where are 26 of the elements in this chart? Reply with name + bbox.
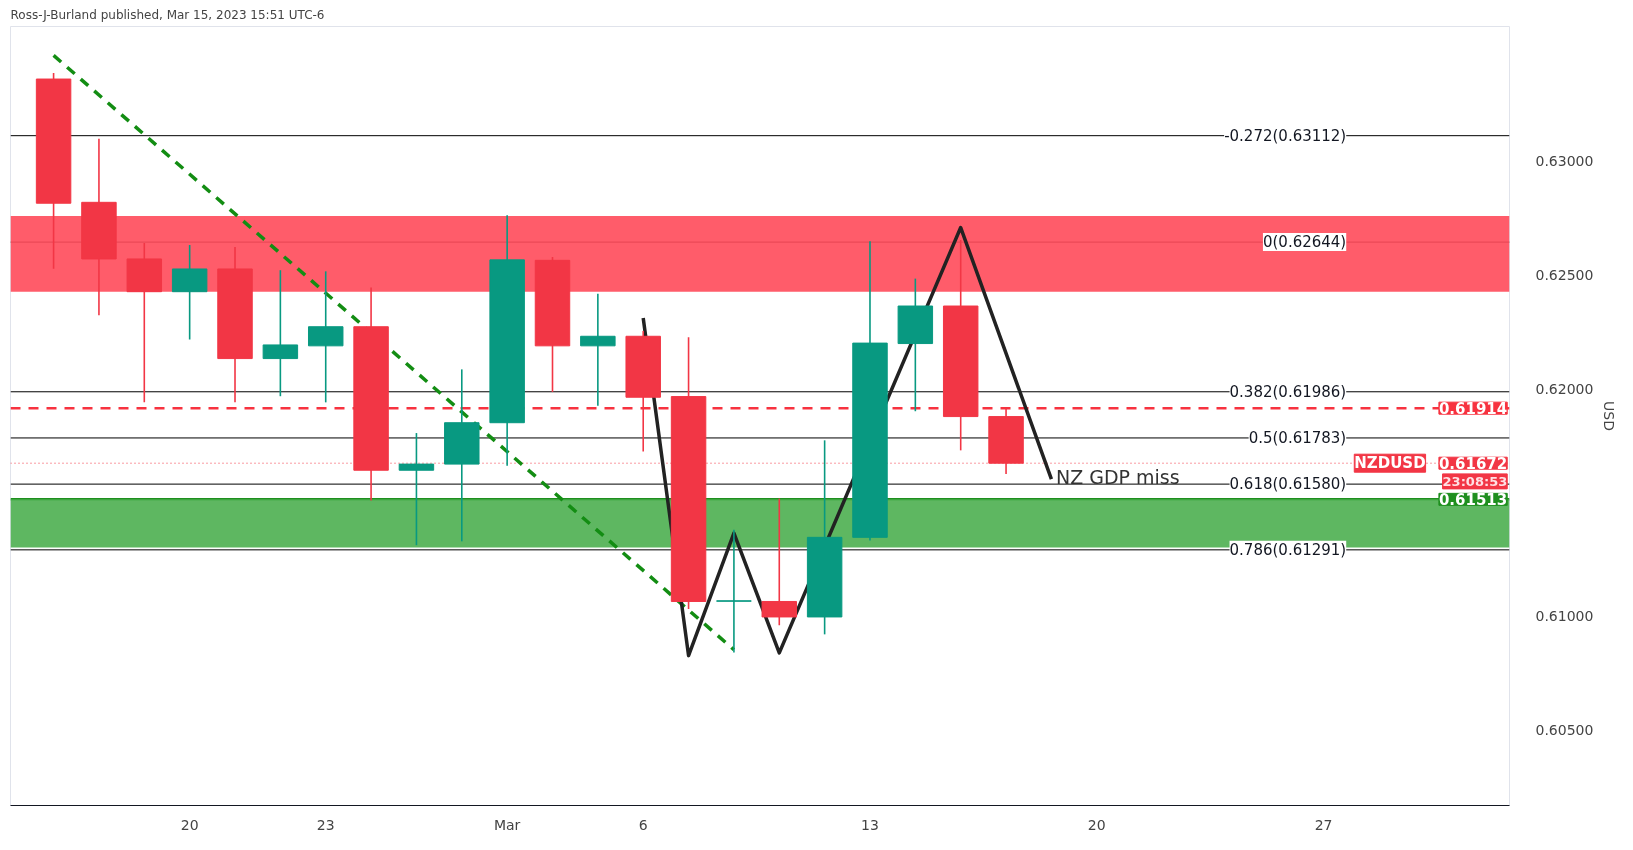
x-tick-label: 20 (180, 816, 199, 833)
x-tick-label: 27 (1314, 816, 1333, 833)
y-tick-label: 0.61000 (1535, 608, 1594, 625)
x-tick-label: 20 (1087, 816, 1106, 833)
x-tick-label: 6 (638, 816, 648, 833)
annotation: NZDUSD (1354, 454, 1426, 473)
ref-line-label: -0.272(0.63112) (1224, 126, 1347, 145)
x-tick-label: 13 (861, 816, 879, 833)
ref-line-label: 0.382(0.61986) (1229, 382, 1347, 401)
annotation: 23:08:53 (1442, 473, 1508, 489)
y-axis-title: USD (1601, 401, 1618, 431)
ref-line-label: 0.618(0.61580) (1229, 475, 1347, 494)
y-tick-label: 0.63000 (1535, 153, 1594, 170)
ref-line-label: 0.5(0.61783) (1248, 428, 1347, 447)
chart-title: Ross-J-Burland published, Mar 15, 2023 15:51 UTC-6 (10, 7, 325, 22)
y-tick-label: 0.60500 (1535, 721, 1594, 738)
annotation: NZ GDP miss (1055, 465, 1180, 488)
ref-line-label: 0(0.62644) (1262, 233, 1347, 252)
ref-line-label: 0.61672 (1438, 455, 1508, 474)
y-tick-label: 0.62500 (1535, 266, 1594, 283)
x-tick-label: Mar (493, 816, 521, 833)
ref-line-label: 0.61513 (1438, 491, 1508, 510)
ref-line-label: 0.786(0.61291) (1229, 540, 1347, 559)
ref-line-label: 0.61914 (1438, 400, 1508, 419)
y-tick-label: 0.62000 (1535, 380, 1594, 397)
x-tick-label: 23 (316, 816, 335, 833)
